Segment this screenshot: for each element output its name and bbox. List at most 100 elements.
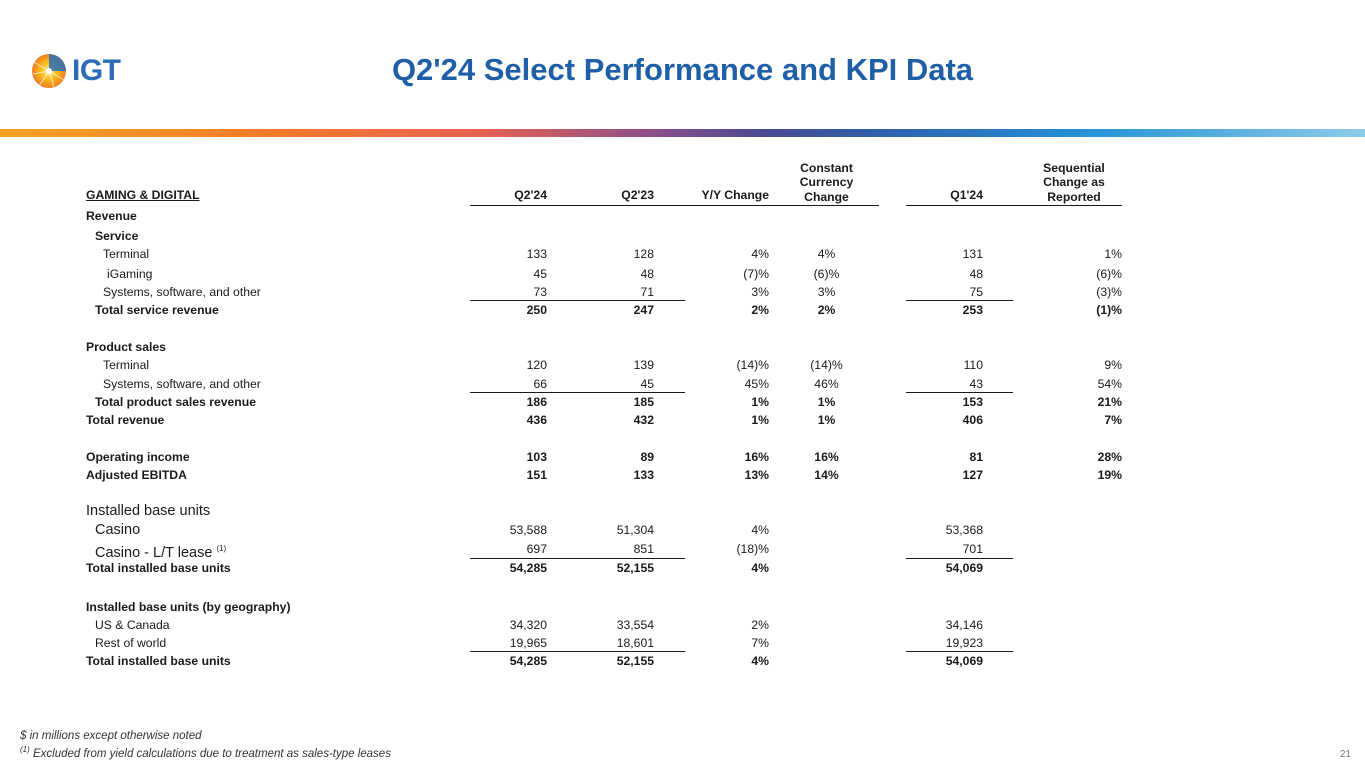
header-constant-currency: Constant Currency Change (781, 161, 872, 205)
header-cc-line3: Change (804, 189, 849, 204)
subtotal-rule-left (470, 391, 685, 393)
cell-seq: 54% (1097, 376, 1122, 391)
cell-q1-24: 53,368 (945, 523, 983, 538)
header-rule-left (470, 205, 879, 206)
cell-yy: 7% (751, 636, 769, 650)
table-row: Total product sales revenue 186 185 1% 1… (86, 393, 1126, 411)
cell-yy: 45% (744, 376, 769, 391)
cell-q1-24: 153 (962, 394, 983, 409)
page-number: 21 (1339, 749, 1351, 760)
cell-q2-23: 128 (633, 247, 654, 262)
cell-q2-24: 19,965 (509, 636, 547, 650)
row-label: Revenue (86, 209, 137, 223)
header-q2-23: Q2'23 (621, 188, 654, 202)
igt-logo: IGT (30, 50, 130, 92)
cell-q2-24: 34,320 (509, 617, 547, 632)
row-label: Total revenue (86, 412, 165, 427)
cell-q2-24: 120 (526, 358, 547, 373)
table-row: Total revenue 436 432 1% 1% 406 7% (86, 411, 1126, 429)
header-seq-line3: Reported (1047, 189, 1101, 204)
cell-q1-24: 19,923 (945, 636, 983, 650)
row-label: Total installed base units (86, 561, 231, 576)
cell-q2-23: 52,155 (616, 561, 654, 576)
kpi-table: GAMING & DIGITAL Q2'24 Q2'23 Y/Y Change … (86, 160, 1126, 670)
subtotal-rule-left (470, 651, 685, 652)
cell-q2-23: 71 (640, 284, 654, 299)
cell-yy: (7)% (743, 266, 769, 281)
cell-q2-23: 33,554 (616, 617, 654, 632)
cell-q1-24: 48 (969, 266, 983, 281)
sunburst-logo-icon (32, 54, 66, 88)
cell-yy: 4% (751, 247, 769, 262)
cell-q2-23: 45 (640, 376, 654, 391)
cell-cc: (14)% (810, 358, 843, 373)
subtotal-rule-right (906, 651, 1013, 652)
table-row: Operating income 103 89 16% 16% 81 28% (86, 448, 1126, 466)
cell-yy: (14)% (736, 358, 769, 373)
cell-q2-24: 73 (533, 284, 547, 299)
gradient-divider (0, 129, 1365, 137)
table-row: Adjusted EBITDA 151 133 13% 14% 127 19% (86, 466, 1126, 484)
row-label: iGaming (107, 266, 153, 281)
cell-q2-23: 139 (633, 358, 654, 373)
cell-q2-24: 697 (526, 542, 547, 557)
header-seq-line1: Sequential (1043, 160, 1105, 175)
row-label: Adjusted EBITDA (86, 468, 187, 483)
table-header: GAMING & DIGITAL Q2'24 Q2'23 Y/Y Change … (86, 160, 1126, 204)
row-label: Systems, software, and other (103, 284, 261, 299)
cell-q2-24: 53,588 (509, 523, 547, 538)
row-label: US & Canada (95, 617, 170, 632)
table-row: US & Canada 34,320 33,554 2% 34,146 (86, 616, 1126, 634)
cell-q2-23: 851 (633, 542, 654, 557)
table-row: Systems, software, and other 66 45 45% 4… (86, 375, 1126, 393)
cell-cc: 2% (817, 302, 836, 317)
table-row: Product sales (86, 338, 1126, 356)
cell-seq: (3)% (1096, 284, 1122, 299)
cell-q2-23: 52,155 (616, 654, 654, 669)
table-row: Total service revenue 250 247 2% 2% 253 … (86, 301, 1126, 319)
cell-yy: 16% (744, 450, 769, 465)
cell-q2-24: 66 (533, 376, 547, 391)
cell-seq: (6)% (1096, 266, 1122, 281)
cell-q2-24: 54,285 (509, 654, 547, 669)
header-sequential: Sequential Change as Reported (1026, 161, 1122, 205)
footnote-units: $ in millions except otherwise noted (20, 730, 202, 742)
cell-yy: 13% (744, 468, 769, 483)
cell-yy: 1% (751, 412, 769, 427)
row-label: Total product sales revenue (95, 394, 256, 409)
cell-q2-24: 250 (526, 302, 547, 317)
cell-yy: 4% (751, 654, 769, 669)
cell-yy: (18)% (736, 542, 769, 557)
cell-q1-24: 54,069 (945, 654, 983, 669)
row-label: Terminal (103, 247, 150, 262)
row-label: Installed base units (86, 503, 211, 520)
cell-seq: 21% (1097, 394, 1122, 409)
table-row: Systems, software, and other 73 71 3% 3%… (86, 283, 1126, 301)
footnote-1: (1) Excluded from yield calculations due… (20, 745, 391, 760)
cell-q1-24: 81 (969, 450, 983, 465)
table-row: Installed base units (by geography) (86, 598, 1126, 616)
subtotal-rule-left (470, 558, 685, 560)
cell-seq: 9% (1104, 358, 1122, 373)
subtotal-rule-right (906, 558, 1013, 560)
cell-yy: 4% (751, 523, 769, 538)
cell-q1-24: 406 (962, 412, 983, 427)
cell-q2-23: 133 (633, 468, 654, 483)
page-title: Q2'24 Select Performance and KPI Data (391, 52, 974, 87)
cell-seq: (1)% (1096, 302, 1122, 317)
cell-cc: (6)% (813, 266, 840, 281)
cell-q2-23: 48 (640, 266, 654, 281)
cell-q1-24: 75 (969, 284, 983, 299)
cell-yy: 3% (751, 284, 769, 299)
table-row: Revenue (86, 207, 1126, 225)
cell-yy: 1% (751, 394, 769, 409)
row-label: Casino (95, 522, 141, 539)
cell-q2-23: 432 (633, 412, 654, 427)
table-row: Rest of world 19,965 18,601 7% 19,923 (86, 634, 1126, 652)
cell-q2-24: 133 (526, 247, 547, 262)
cell-yy: 4% (751, 561, 769, 576)
header-rule-right (906, 205, 1122, 206)
cell-seq: 1% (1104, 247, 1122, 262)
row-label: Casino - L/T lease (95, 545, 213, 562)
row-label: Terminal (103, 358, 150, 373)
